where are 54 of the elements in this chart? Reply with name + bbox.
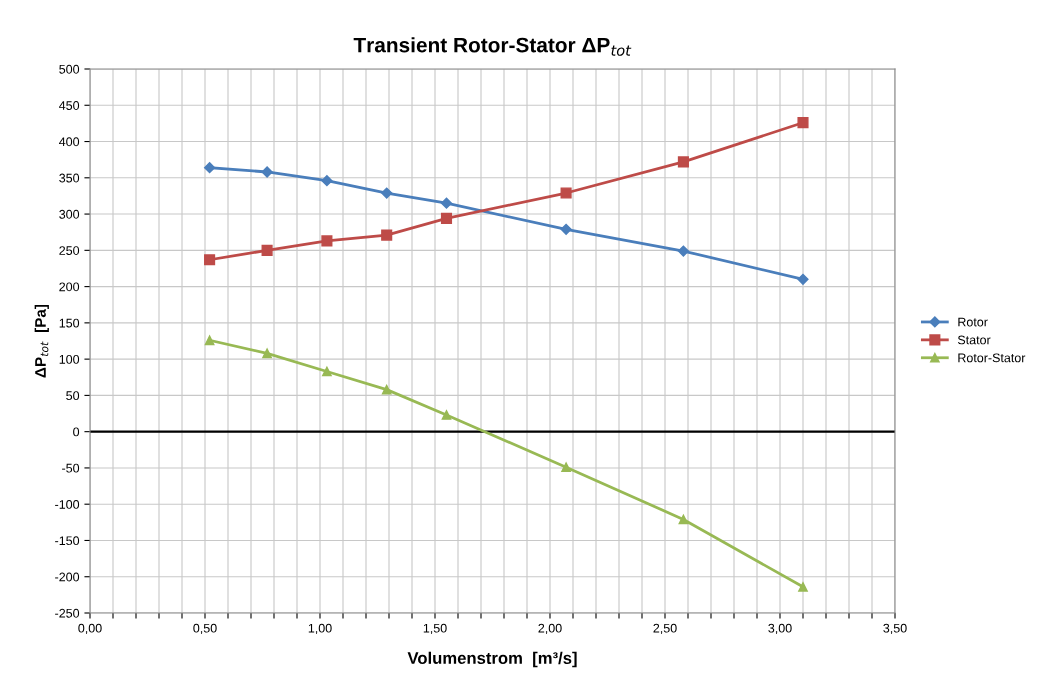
point [560,187,572,199]
point [381,229,393,241]
x-tick-label: 0,50 [193,623,217,635]
y-axis-title: ΔP$_{tot}$ [Pa] [34,304,49,378]
point [797,117,809,129]
y-tick-label: 250 [59,246,80,255]
legend-label: Rotor [958,317,988,327]
y-tick-label: 0 [73,427,80,437]
point [262,348,272,359]
y-tick-label: 50 [66,391,80,401]
y-tick-label: 450 [59,101,80,110]
y-tick-label: -200 [55,572,80,582]
point [203,162,216,174]
y-tick-label: -250 [55,608,80,618]
y-tick-label: 400 [59,137,80,147]
point [322,366,332,377]
point [560,223,572,235]
point [321,235,333,247]
point [798,582,808,592]
legend-label: Rotor-Stator [958,353,1026,363]
x-tick-label: 3,50 [883,623,907,635]
y-tick-label: 200 [59,282,80,292]
y-tick-label: 300 [59,209,80,219]
y-tick-label: 100 [59,354,80,364]
point [261,166,273,178]
y-tick-label: -150 [55,536,80,546]
point [440,197,453,209]
point [204,335,215,346]
x-tick-label: 2,00 [538,623,562,635]
x-axis-title: Volumenstrom [m³/s] [407,651,577,668]
point [321,175,333,187]
point [677,245,690,257]
point [440,212,453,224]
point [381,187,393,199]
point [381,384,392,395]
x-tick-label: 3,00 [768,623,792,635]
point [261,244,273,256]
y-tick-label: 150 [59,318,80,328]
point [678,514,689,525]
chart-title: Transient Rotor-Stator ΔP$_{tot}$ [353,37,632,56]
point [204,254,216,266]
x-tick-label: 1,00 [308,623,332,635]
legend-label: Stator [957,335,991,345]
y-tick-label: -100 [55,500,80,509]
y-tick-label: -50 [62,463,80,473]
point [797,273,809,285]
y-tick-label: 500 [59,64,80,74]
point [561,462,571,473]
x-tick-label: 0,00 [78,623,102,635]
point [441,410,452,420]
y-tick-label: 350 [59,173,80,183]
point [677,156,689,168]
x-tick-label: 2,50 [653,623,677,635]
x-tick-label: 1,50 [423,623,447,635]
